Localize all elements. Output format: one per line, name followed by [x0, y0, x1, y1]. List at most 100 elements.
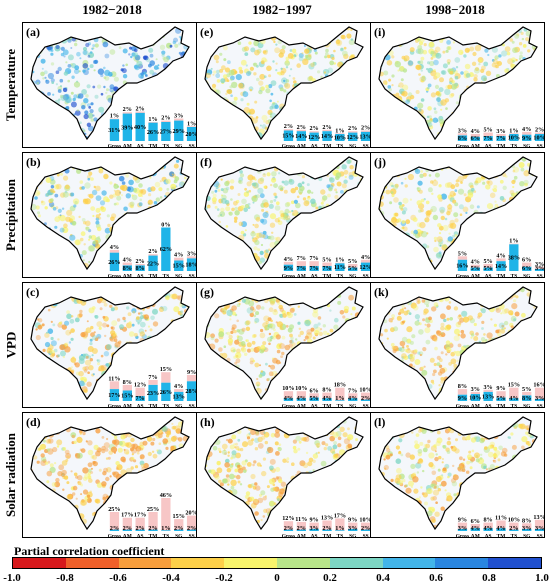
negative-bar [534, 387, 544, 399]
negative-bar [335, 133, 345, 134]
negative-value-label: 4% [174, 252, 183, 259]
negative-bar [109, 381, 120, 389]
legend-tick-label: 0 [274, 572, 280, 584]
negative-bar [335, 262, 345, 264]
positive-bar [109, 389, 120, 401]
negative-bar [122, 262, 132, 266]
positive-bar [283, 398, 294, 401]
positive-bar [522, 134, 532, 141]
positive-bar [161, 382, 171, 401]
positive-bar [161, 227, 171, 271]
positive-value-label: 9% [458, 395, 467, 402]
category-label: TM [323, 404, 332, 409]
positive-bar [534, 528, 544, 531]
panel-label: (g) [200, 285, 214, 299]
negative-value-label: 3% [535, 261, 544, 268]
positive-value-label: 13% [359, 133, 371, 140]
category-label: TS [163, 404, 170, 409]
negative-value-label: 5% [483, 258, 492, 265]
negative-bar [186, 375, 196, 382]
negative-bar [348, 264, 358, 268]
category-label: AS [137, 534, 144, 539]
negative-bar [161, 120, 171, 122]
positive-bar [322, 131, 332, 141]
negative-bar [296, 521, 306, 530]
negative-bar [135, 264, 145, 266]
category-label: SS [189, 274, 195, 279]
china-map [30, 26, 190, 141]
negative-bar [522, 391, 532, 396]
negative-value-label: 2% [148, 248, 157, 255]
positive-value-label: 2% [284, 525, 293, 532]
bar-inset: 9%3%Gross6%4%AM8%4%AS11%4%TM10%2%TS8%3%S… [456, 514, 544, 537]
negative-bar [470, 391, 480, 394]
country-boundary [378, 156, 538, 271]
negative-bar [496, 258, 506, 262]
negative-value-label: 8% [458, 383, 467, 390]
negative-bar [296, 129, 306, 132]
bar-inset: 11%17%Gross8%15%AM12%7%AS7%23%TM15%26%TS… [108, 366, 196, 409]
category-label: AM [297, 274, 306, 279]
legend-tick-label: 0.2 [323, 572, 337, 584]
legend-swatch [276, 558, 330, 568]
category-label: SG [349, 144, 357, 149]
legend-swatch [65, 558, 119, 568]
positive-bar [135, 396, 145, 401]
bar-inset: 25%2%Gross17%2%AM17%2%AS25%2%TM46%1%TS15… [108, 492, 196, 539]
negative-value-label: 4% [110, 244, 119, 251]
category-label: Gross [282, 274, 295, 279]
negative-value-label: 4% [123, 257, 132, 264]
positive-value-label: 13% [173, 393, 185, 400]
positive-bar [109, 252, 120, 271]
country-boundary [30, 286, 190, 401]
negative-bar [457, 389, 468, 395]
category-label: AM [297, 534, 306, 539]
category-label: SG [349, 274, 357, 279]
positive-bar [174, 391, 184, 401]
negative-value-label: 2% [161, 115, 170, 122]
positive-bar [309, 528, 319, 531]
category-label: SG [175, 274, 183, 279]
positive-value-label: 15% [121, 393, 133, 400]
positive-bar [522, 528, 532, 531]
row-label-vpd: VPD [3, 331, 18, 359]
category-label: SG [175, 534, 183, 539]
bar-inset: 4%26%Gross4%8%AM2%8%AS2%22%TM0%62%TS4%15… [108, 222, 196, 279]
positive-bar [322, 529, 332, 531]
positive-value-label: 15% [173, 263, 185, 270]
negative-value-label: 5% [348, 258, 357, 265]
negative-bar [483, 389, 493, 392]
positive-bar [309, 266, 319, 271]
positive-value-label: 12% [359, 264, 371, 271]
map-panel-b: (b) 4% 26% Gross 4% 8% AM 2% 8% AS 2% 22% TM 0% 62% TS 4… [22, 152, 197, 278]
positive-bar [283, 264, 294, 271]
positive-bar [296, 131, 306, 141]
negative-bar [174, 118, 184, 121]
negative-bar [135, 111, 145, 113]
negative-bar [122, 384, 132, 391]
negative-value-label: 4% [471, 259, 480, 266]
category-label: SS [363, 144, 369, 149]
positive-bar [470, 267, 480, 271]
category-label: AM [123, 534, 132, 539]
legend-swatch [329, 558, 383, 568]
negative-value-label: 9% [348, 517, 357, 524]
positive-bar [509, 134, 519, 141]
column-header-1998-2018: 1998−2018 [425, 2, 485, 17]
positive-value-label: 2% [297, 525, 306, 532]
category-label: AS [311, 404, 318, 409]
positive-bar [483, 267, 493, 271]
negative-bar [483, 522, 493, 529]
positive-bar [457, 528, 468, 531]
positive-value-label: 2% [135, 525, 144, 532]
negative-bar [296, 261, 306, 267]
negative-value-label: 8% [483, 517, 492, 524]
category-label: Gross [282, 144, 295, 149]
positive-bar [470, 136, 480, 141]
positive-bar [534, 398, 544, 401]
negative-value-label: 1% [335, 127, 344, 134]
negative-value-label: 12% [282, 515, 294, 522]
negative-bar [309, 131, 319, 133]
bar-inset: 8%9%Gross3%10%AM3%13%AS9%5%TM15%4%TS5%8%… [456, 382, 544, 407]
negative-value-label: 18% [334, 382, 346, 389]
